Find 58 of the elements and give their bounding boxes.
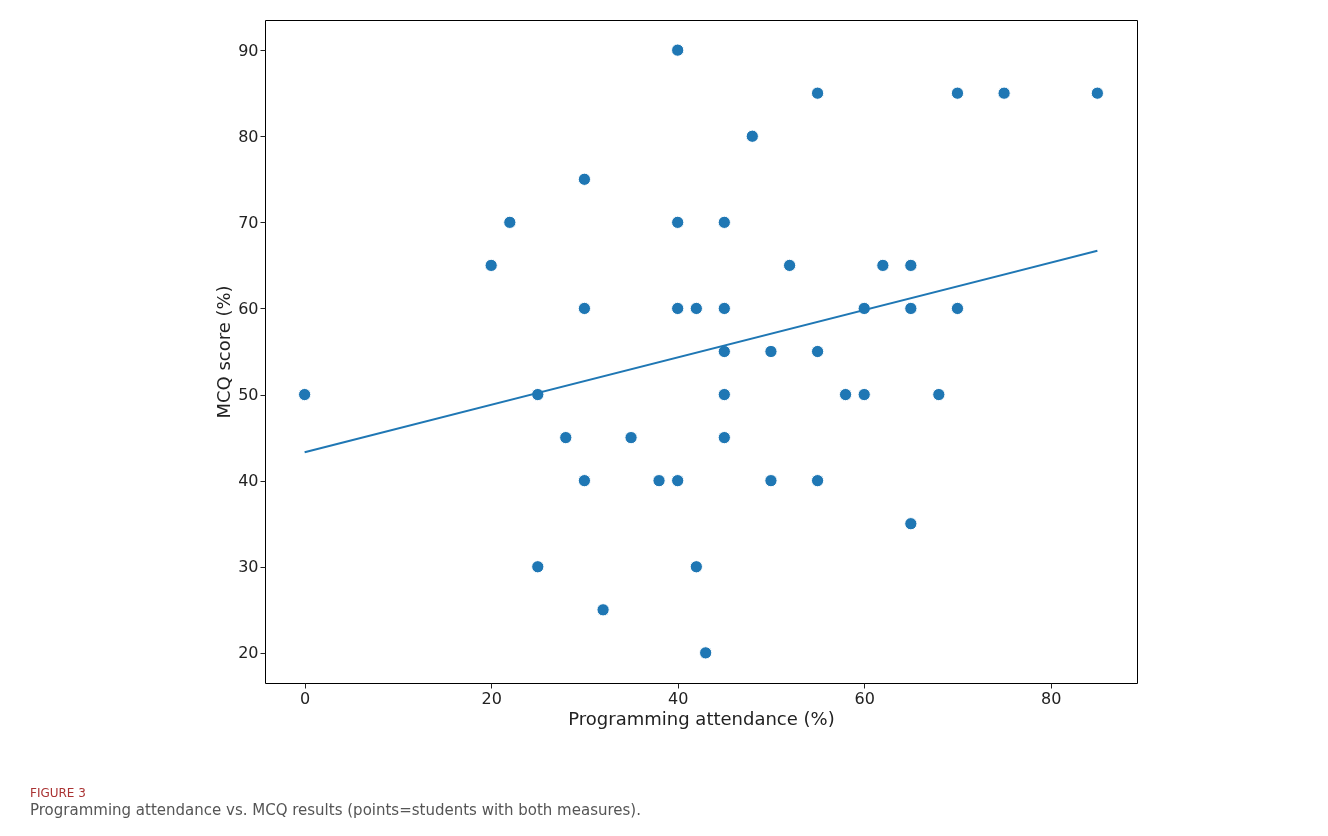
point: [624, 430, 638, 445]
y-tick-label: 60: [238, 298, 259, 318]
y-tick-label: 90: [238, 40, 259, 60]
point: [671, 301, 685, 316]
point: [503, 215, 517, 229]
point: [810, 474, 825, 488]
point: [932, 387, 946, 402]
x-axis-title: Programming attendance (%): [568, 707, 835, 729]
text: Programming attendance vs. MCQ results (points=students with both measures).: [30, 801, 641, 819]
point: [484, 258, 498, 273]
y-tick-label: 80: [238, 126, 259, 146]
point: [904, 301, 918, 316]
y-tick-label: 50: [238, 385, 259, 405]
point: [559, 430, 573, 445]
y-axis-title: MCQ score (%): [213, 285, 235, 419]
point: [782, 258, 797, 273]
x-tick-label: 40: [668, 688, 689, 708]
point: [652, 474, 666, 488]
point: [577, 474, 592, 488]
y-tick-label: 70: [238, 212, 259, 232]
point: [764, 474, 778, 488]
point: [671, 43, 685, 57]
y-tick-label: 20: [238, 643, 259, 663]
point: [904, 258, 918, 273]
point: [596, 603, 610, 617]
point: [717, 215, 731, 229]
point: [857, 387, 871, 402]
x-tick-label: 0: [300, 688, 311, 708]
point: [876, 258, 890, 273]
point: [717, 344, 731, 359]
point: [699, 646, 713, 660]
y-tick-label: 40: [238, 471, 259, 491]
point: [904, 517, 918, 531]
caption: FIGURE 3: [30, 786, 86, 800]
x-tick-label: 80: [1041, 688, 1062, 708]
point: [717, 387, 731, 402]
point: [671, 215, 685, 229]
point: [810, 344, 825, 359]
point: [950, 86, 965, 100]
point: [298, 387, 312, 402]
point: [838, 387, 853, 402]
point: [689, 301, 703, 316]
y-tick-label: 30: [238, 557, 259, 577]
point: [997, 86, 1011, 100]
point: [745, 129, 759, 143]
point: [764, 344, 778, 359]
point: [717, 301, 731, 316]
x-tick-label: 60: [854, 688, 875, 708]
point: [810, 86, 825, 100]
point: [577, 301, 592, 316]
point: [531, 560, 545, 574]
point: [689, 560, 703, 574]
point: [1090, 86, 1104, 100]
x-tick-label: 20: [481, 688, 502, 708]
point: [717, 430, 731, 445]
point: [577, 172, 592, 186]
point: [950, 301, 965, 316]
point: [671, 474, 685, 488]
